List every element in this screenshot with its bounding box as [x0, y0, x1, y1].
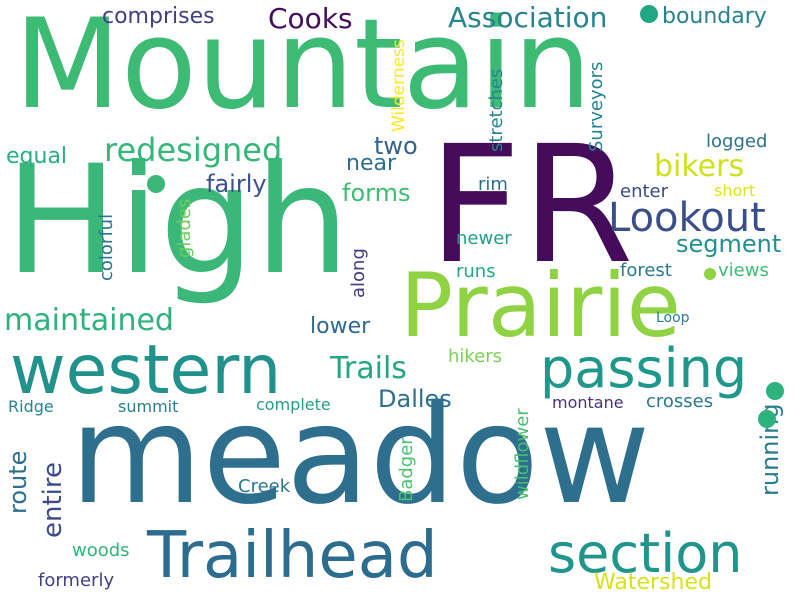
word-forms: forms: [342, 179, 411, 207]
dot-4: [758, 410, 776, 428]
word-forest: forest: [620, 260, 672, 281]
word-trailhead: Trailhead: [147, 519, 438, 593]
word-fairly: fairly: [206, 170, 267, 198]
word-creek: Creek: [238, 476, 291, 497]
word-enter: enter: [620, 181, 669, 202]
word-watershed: Watershed: [594, 570, 712, 595]
word-wildflower: wildflower: [512, 408, 533, 500]
word-ridge: Ridge: [8, 397, 54, 416]
dot-1: [147, 175, 165, 193]
word-surveyors: Surveyors: [586, 61, 607, 152]
word-rim: rim: [478, 174, 508, 195]
word-segment: segment: [676, 230, 782, 258]
word-fr: FR: [428, 112, 634, 300]
word-boundary: boundary: [662, 4, 767, 29]
word-views: views: [718, 260, 769, 281]
word-montane: montane: [552, 393, 624, 412]
word-passing: passing: [540, 337, 748, 400]
word-route: route: [4, 450, 32, 514]
word-trails: Trails: [330, 351, 407, 386]
word-crosses: crosses: [646, 391, 714, 412]
word-runs: runs: [456, 261, 496, 282]
word-loop: Loop: [656, 310, 690, 326]
word-stretches: stretches: [486, 68, 507, 152]
word-hikers: hikers: [448, 346, 503, 367]
word-comprises: comprises: [102, 4, 215, 29]
word-cooks: Cooks: [268, 2, 353, 35]
word-badger: Badger: [396, 437, 417, 502]
word-bikers: bikers: [654, 149, 745, 184]
word-high: High: [5, 134, 350, 308]
word-lower: lower: [310, 314, 371, 339]
dot-3: [766, 382, 784, 400]
word-redesigned: redesigned: [104, 131, 283, 169]
word-mountain: Mountain: [14, 0, 592, 137]
word-colorful: colorful: [96, 213, 117, 281]
word-association: Association: [448, 1, 608, 34]
word-two: two: [374, 132, 418, 160]
word-complete: complete: [256, 395, 331, 414]
word-entire: entire: [38, 461, 68, 538]
word-short: short: [714, 181, 756, 200]
word-logged: logged: [706, 131, 768, 152]
word-meadow: meadow: [70, 377, 651, 535]
word-western: western: [10, 331, 282, 410]
dot-5: [704, 268, 716, 280]
word-equal: equal: [6, 144, 68, 169]
word-formerly: formerly: [38, 570, 115, 591]
word-newer: newer: [456, 228, 512, 249]
word-lookout: Lookout: [608, 195, 766, 241]
word-maintained: maintained: [4, 303, 174, 338]
word-section: section: [548, 522, 743, 585]
word-prairie: Prairie: [400, 254, 681, 357]
word-woods: woods: [72, 540, 130, 561]
word-dalles: Dalles: [378, 385, 452, 413]
dot-2: [640, 5, 658, 23]
word-wilderness: Wilderness: [389, 39, 409, 132]
word-glades: glades: [174, 198, 195, 258]
word-along: along: [348, 248, 369, 298]
word-near: near: [346, 151, 397, 176]
word-summit: summit: [118, 397, 179, 416]
